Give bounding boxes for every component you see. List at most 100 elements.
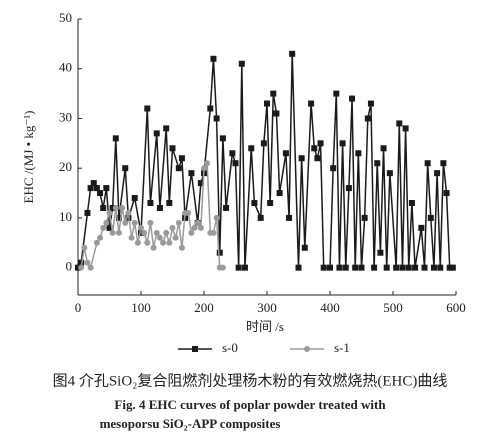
data-point xyxy=(141,229,148,236)
data-point xyxy=(352,264,359,271)
data-point xyxy=(358,264,365,271)
data-point xyxy=(213,115,220,122)
data-point xyxy=(273,110,280,117)
data-point xyxy=(219,264,226,271)
data-point xyxy=(106,209,113,216)
data-point xyxy=(207,105,214,112)
data-point xyxy=(103,219,110,226)
caption: Fig. 4 EHC curves of poplar powder treat… xyxy=(114,397,386,412)
data-point xyxy=(128,234,135,241)
data-point xyxy=(440,160,447,167)
data-point xyxy=(264,100,270,107)
data-point xyxy=(210,55,217,62)
data-point xyxy=(430,264,437,271)
data-point xyxy=(336,264,343,271)
data-point xyxy=(153,229,160,236)
caption: mesoporsu SiO₂-APP composites xyxy=(100,416,281,431)
data-point xyxy=(166,200,173,206)
data-point xyxy=(349,95,356,102)
y-tick-label: 30 xyxy=(59,109,72,124)
data-point xyxy=(418,224,425,231)
data-point xyxy=(178,155,185,162)
data-point xyxy=(185,209,192,216)
data-point xyxy=(197,224,204,231)
data-point xyxy=(169,224,176,231)
data-point xyxy=(434,170,441,177)
data-point xyxy=(405,264,412,271)
data-point xyxy=(399,264,406,271)
data-point xyxy=(84,259,91,266)
data-point xyxy=(223,204,230,211)
data-point xyxy=(100,224,107,231)
data-point xyxy=(156,204,163,211)
data-point xyxy=(251,200,258,206)
data-point xyxy=(144,239,151,246)
legend-marker xyxy=(304,346,310,352)
data-point xyxy=(100,204,107,211)
x-tick-label: 500 xyxy=(383,300,403,315)
data-point xyxy=(311,145,318,152)
data-point xyxy=(286,214,293,221)
data-point xyxy=(216,249,223,256)
y-tick-label: 40 xyxy=(59,60,72,75)
x-tick-label: 0 xyxy=(75,300,82,315)
data-point xyxy=(191,224,198,231)
data-point xyxy=(175,165,182,172)
caption: 图4 介孔SiO₂复合阻燃剂处理杨木粉的有效燃烧热(EHC)曲线 xyxy=(53,371,448,389)
data-point xyxy=(364,115,371,122)
data-point xyxy=(301,244,308,251)
data-point xyxy=(377,249,384,256)
data-point xyxy=(232,160,239,167)
data-point xyxy=(109,229,116,236)
data-point xyxy=(339,140,346,147)
y-tick-label: 50 xyxy=(59,10,72,25)
data-point xyxy=(427,214,434,221)
data-point xyxy=(333,90,340,97)
data-point xyxy=(320,264,327,271)
data-point xyxy=(81,244,88,251)
data-point xyxy=(169,145,176,152)
data-point xyxy=(298,155,305,162)
data-point xyxy=(106,224,113,231)
legend-marker xyxy=(192,346,198,352)
data-point xyxy=(97,234,104,241)
data-point xyxy=(112,135,119,142)
data-point xyxy=(78,264,85,271)
data-point xyxy=(153,130,160,137)
data-point xyxy=(443,190,450,197)
data-point xyxy=(380,145,387,152)
data-point xyxy=(115,214,122,221)
data-point xyxy=(371,264,378,271)
data-point xyxy=(166,239,173,246)
x-tick-label: 200 xyxy=(194,300,214,315)
x-tick-label: 600 xyxy=(446,300,466,315)
data-point xyxy=(163,229,170,236)
data-point xyxy=(112,204,119,211)
y-tick-label: 10 xyxy=(59,209,72,224)
x-tick-label: 300 xyxy=(257,300,277,315)
data-point xyxy=(150,244,157,251)
data-point xyxy=(156,234,163,241)
data-point xyxy=(449,264,456,271)
y-tick-label: 0 xyxy=(66,259,73,274)
data-point xyxy=(270,90,277,97)
data-point xyxy=(201,165,207,172)
data-point xyxy=(393,264,400,271)
data-point xyxy=(188,170,195,177)
data-point xyxy=(103,185,110,192)
data-point xyxy=(437,264,444,271)
legend-label: s-1 xyxy=(334,340,350,355)
data-point xyxy=(93,239,100,246)
data-point xyxy=(367,100,374,107)
data-point xyxy=(78,259,85,266)
x-tick-label: 400 xyxy=(320,300,340,315)
data-point xyxy=(345,185,352,192)
data-point xyxy=(374,160,381,167)
data-point xyxy=(282,150,289,157)
data-point xyxy=(396,120,403,127)
data-point xyxy=(330,165,337,172)
data-point xyxy=(267,200,274,206)
data-point xyxy=(235,264,242,271)
x-axis-label: 时间 /s xyxy=(246,319,284,334)
